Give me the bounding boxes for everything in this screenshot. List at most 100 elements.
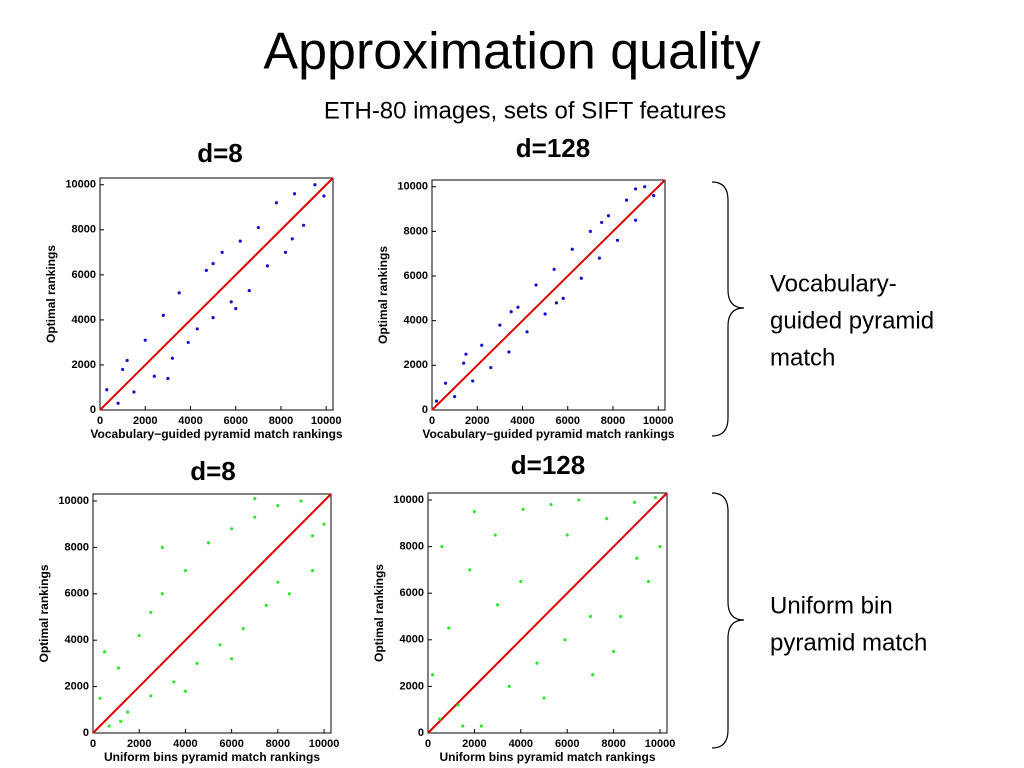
point [107, 724, 111, 728]
point [183, 568, 188, 573]
x-tick-label: 4000 [509, 738, 533, 750]
point [105, 388, 109, 392]
x-tick-label: 8000 [269, 415, 293, 427]
point [220, 250, 224, 254]
x-axis-label: Uniform bins pyramid match rankings [104, 750, 320, 764]
point [588, 229, 592, 233]
y-tick-label: 8000 [65, 541, 89, 553]
point [247, 289, 251, 293]
point [658, 544, 662, 549]
point [507, 684, 511, 688]
point [211, 316, 215, 320]
point [443, 381, 448, 385]
point [265, 264, 269, 268]
point [274, 201, 279, 205]
point [516, 305, 520, 309]
point [434, 399, 439, 403]
side-label: guided pyramid [770, 307, 934, 334]
x-tick-label: 4000 [178, 415, 202, 427]
point [98, 696, 102, 700]
x-tick-label: 0 [429, 415, 435, 427]
x-tick-label: 8000 [601, 738, 625, 750]
point [438, 717, 442, 721]
point [230, 527, 234, 531]
point [605, 517, 609, 521]
point [152, 374, 156, 378]
x-tick-label: 10000 [645, 738, 676, 750]
y-tick-label: 4000 [65, 634, 89, 646]
point [440, 544, 444, 549]
x-tick-label: 6000 [223, 415, 247, 427]
brace [711, 181, 745, 437]
x-tick-label: 6000 [555, 415, 579, 427]
point [121, 367, 125, 372]
point [143, 338, 147, 342]
x-tick-label: 10000 [643, 415, 674, 427]
reference-line [431, 179, 666, 411]
x-tick-label: 0 [425, 738, 431, 750]
side-label: Uniform bin [770, 592, 893, 619]
point [234, 307, 238, 311]
point [535, 661, 539, 665]
point [643, 185, 647, 189]
reference-line [427, 492, 668, 734]
point [264, 603, 268, 607]
point [624, 198, 629, 202]
point [461, 724, 465, 728]
brace [711, 492, 745, 749]
x-tick-label: 0 [90, 738, 96, 750]
point [322, 522, 326, 526]
x-tick-label: 2000 [462, 738, 486, 750]
point [290, 237, 294, 241]
point [276, 580, 280, 584]
point [253, 515, 257, 519]
point [170, 356, 174, 360]
point [149, 694, 153, 698]
point [283, 250, 288, 254]
point [472, 510, 477, 514]
point [195, 661, 199, 665]
point [116, 401, 120, 405]
reference-line [99, 177, 334, 411]
point [177, 291, 181, 295]
point [464, 352, 468, 356]
point [552, 267, 556, 271]
point [652, 194, 656, 198]
point [534, 283, 538, 287]
point [646, 579, 651, 584]
y-tick-label: 4000 [404, 315, 428, 327]
point [431, 673, 435, 677]
y-tick-label: 8000 [404, 225, 428, 237]
point [521, 507, 525, 511]
point [565, 533, 569, 537]
point [310, 568, 315, 573]
point [116, 666, 121, 670]
y-tick-label: 10000 [397, 181, 428, 193]
x-tick-label: 8000 [601, 415, 625, 427]
y-tick-label: 6000 [65, 588, 89, 600]
point [447, 626, 451, 630]
slide-subtitle: ETH-80 images, sets of SIFT features [324, 97, 726, 124]
x-axis-label: Uniform bins pyramid match rankings [439, 750, 655, 764]
point [597, 256, 601, 260]
point [119, 719, 123, 723]
point [577, 498, 581, 502]
point [561, 296, 565, 300]
point [160, 545, 164, 549]
point [471, 379, 475, 383]
point [591, 673, 595, 677]
y-tick-label: 2000 [400, 680, 424, 692]
point [480, 343, 484, 347]
point [653, 496, 657, 500]
y-tick-label: 8000 [400, 540, 424, 552]
y-tick-label: 2000 [404, 359, 428, 371]
point [276, 504, 280, 508]
chart-title: d=8 [197, 138, 243, 168]
y-tick-label: 10000 [393, 494, 424, 506]
point [322, 194, 326, 198]
y-tick-label: 2000 [65, 680, 89, 692]
y-tick-label: 0 [83, 727, 89, 739]
x-tick-label: 10000 [309, 738, 340, 750]
point [549, 503, 553, 507]
point [633, 187, 638, 191]
